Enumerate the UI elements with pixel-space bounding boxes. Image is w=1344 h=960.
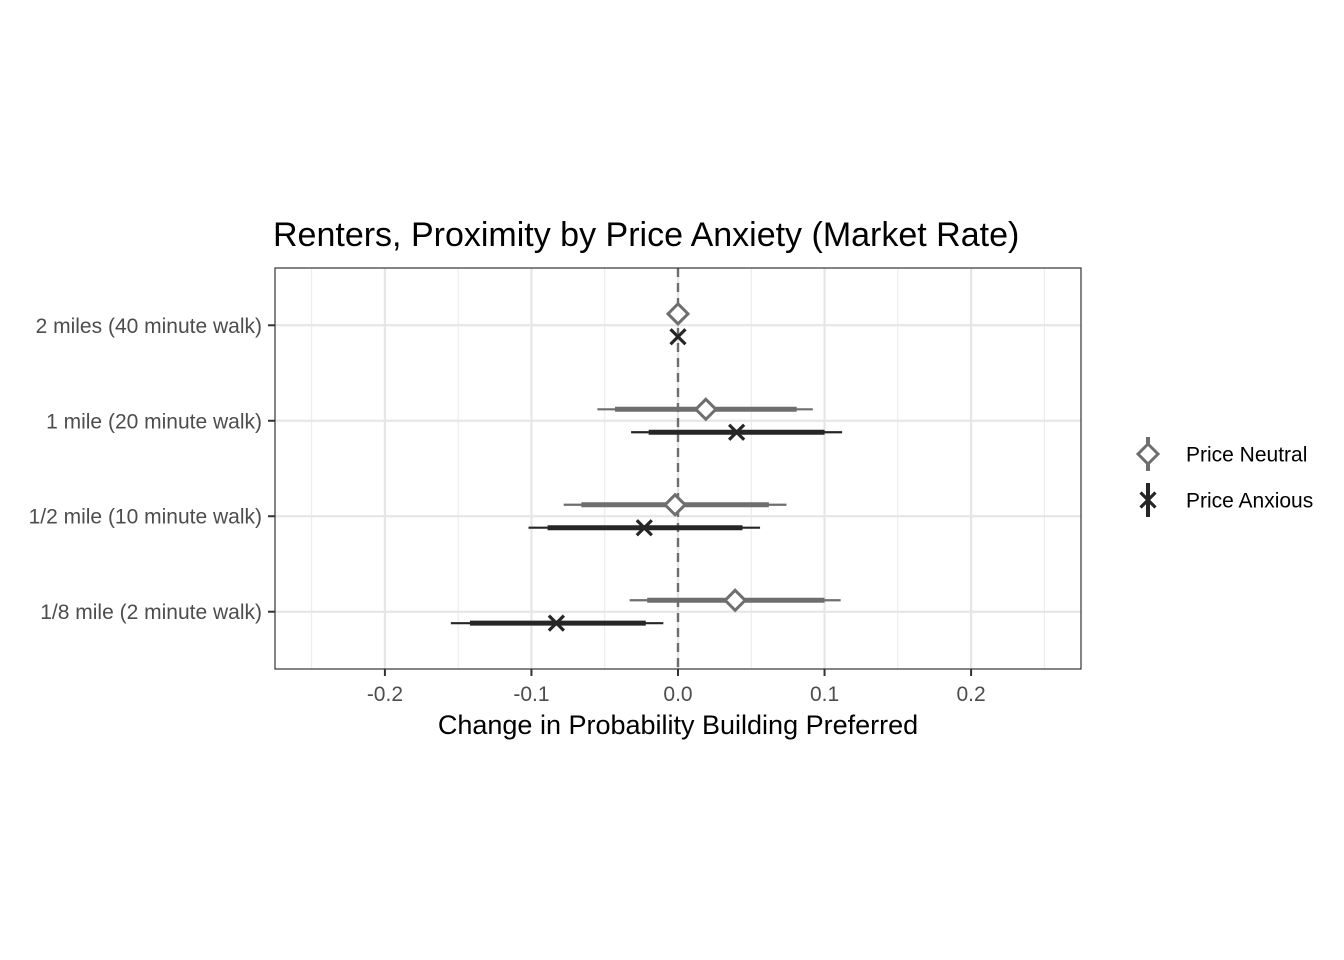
legend-label: Price Neutral: [1186, 444, 1307, 467]
minor-gridlines: [311, 268, 1045, 669]
point-diamond: [723, 588, 748, 613]
estimates-layer: [450, 301, 843, 632]
point-x: [635, 519, 653, 537]
legend-label: Price Anxious: [1186, 490, 1313, 513]
x-axis-title: Change in Probability Building Preferred: [438, 710, 918, 740]
point-x: [669, 328, 687, 346]
estimate-price-neutral: [597, 397, 813, 422]
estimate-price-anxious: [528, 519, 761, 537]
x-tick-label: 0.2: [956, 683, 985, 706]
legend-item-price-anxious: Price Anxious: [1139, 483, 1313, 517]
y-tick-label: 1/2 mile (10 minute walk): [29, 506, 262, 529]
legend-key-diamond: [1135, 441, 1161, 467]
estimate-price-anxious: [631, 423, 843, 441]
estimate-price-neutral: [665, 301, 691, 326]
y-tick-label: 1 mile (20 minute walk): [46, 410, 262, 433]
estimate-price-neutral: [563, 492, 787, 517]
chart-title: Renters, Proximity by Price Anxiety (Mar…: [273, 216, 1019, 254]
legend: Price Neutral Price Anxious: [1135, 437, 1313, 517]
x-tick-label: -0.1: [513, 683, 549, 706]
point-diamond: [662, 492, 688, 517]
y-axis: 2 miles (40 minute walk) 1 mile (20 minut…: [29, 315, 275, 624]
y-tick-label: 1/8 mile (2 minute walk): [40, 601, 262, 624]
x-tick-label: -0.2: [367, 683, 403, 706]
point-x: [727, 423, 746, 441]
x-tick-label: 0.0: [663, 683, 692, 706]
point-diamond: [665, 301, 691, 326]
x-tick-label: 0.1: [810, 683, 839, 706]
legend-key-x: [1139, 491, 1157, 509]
point-diamond: [693, 397, 718, 422]
x-axis: -0.2 -0.1 0.0 0.1 0.2: [367, 669, 986, 706]
y-tick-label: 2 miles (40 minute walk): [36, 315, 262, 338]
estimate-price-anxious: [450, 614, 664, 632]
estimate-price-neutral: [629, 588, 841, 613]
legend-item-price-neutral: Price Neutral: [1135, 437, 1307, 471]
point-x: [547, 614, 565, 632]
estimate-price-anxious: [669, 328, 687, 346]
